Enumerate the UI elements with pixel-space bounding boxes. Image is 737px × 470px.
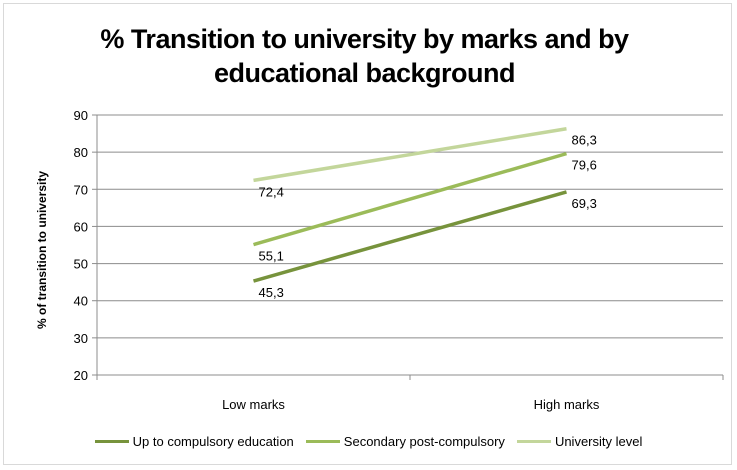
series-line-3 (253, 127, 567, 183)
legend-swatch (516, 440, 551, 443)
chart-title-line-2: educational background (213, 58, 516, 88)
legend-swatch (305, 440, 340, 443)
data-label: 79,6 (572, 158, 597, 173)
data-label: 86,3 (572, 133, 597, 148)
legend-label: Up to compulsory education (132, 434, 294, 449)
x-tick-label: Low marks (222, 397, 285, 412)
legend-swatch (94, 440, 129, 443)
data-label: 72,4 (259, 184, 284, 199)
x-tick-label: High marks (534, 397, 600, 412)
legend-item-1: Up to compulsory education (94, 434, 294, 449)
series-line-2 (253, 151, 567, 247)
data-label: 55,1 (259, 249, 284, 264)
legend-label: University level (554, 434, 643, 449)
chart-legend: Up to compulsory education Secondary post… (0, 434, 737, 449)
data-label: 69,3 (572, 196, 597, 211)
y-tick-label: 40 (74, 294, 88, 309)
y-tick-label: 60 (74, 219, 88, 234)
y-tick-label: 70 (74, 182, 88, 197)
y-tick-label: 50 (74, 257, 88, 272)
legend-item-3: University level (516, 434, 643, 449)
legend-item-2: Secondary post-compulsory (305, 434, 505, 449)
chart-title: % Transition to university by marks and … (0, 22, 729, 90)
data-label: 45,3 (259, 285, 284, 300)
y-tick-label: 20 (74, 368, 88, 383)
chart-frame (3, 3, 732, 465)
legend-label: Secondary post-compulsory (343, 434, 505, 449)
y-tick-label: 90 (74, 108, 88, 123)
y-tick-label: 80 (74, 145, 88, 160)
series-line-1 (253, 190, 567, 283)
chart-title-line-1: % Transition to university by marks and … (100, 24, 629, 54)
y-tick-label: 30 (74, 331, 88, 346)
